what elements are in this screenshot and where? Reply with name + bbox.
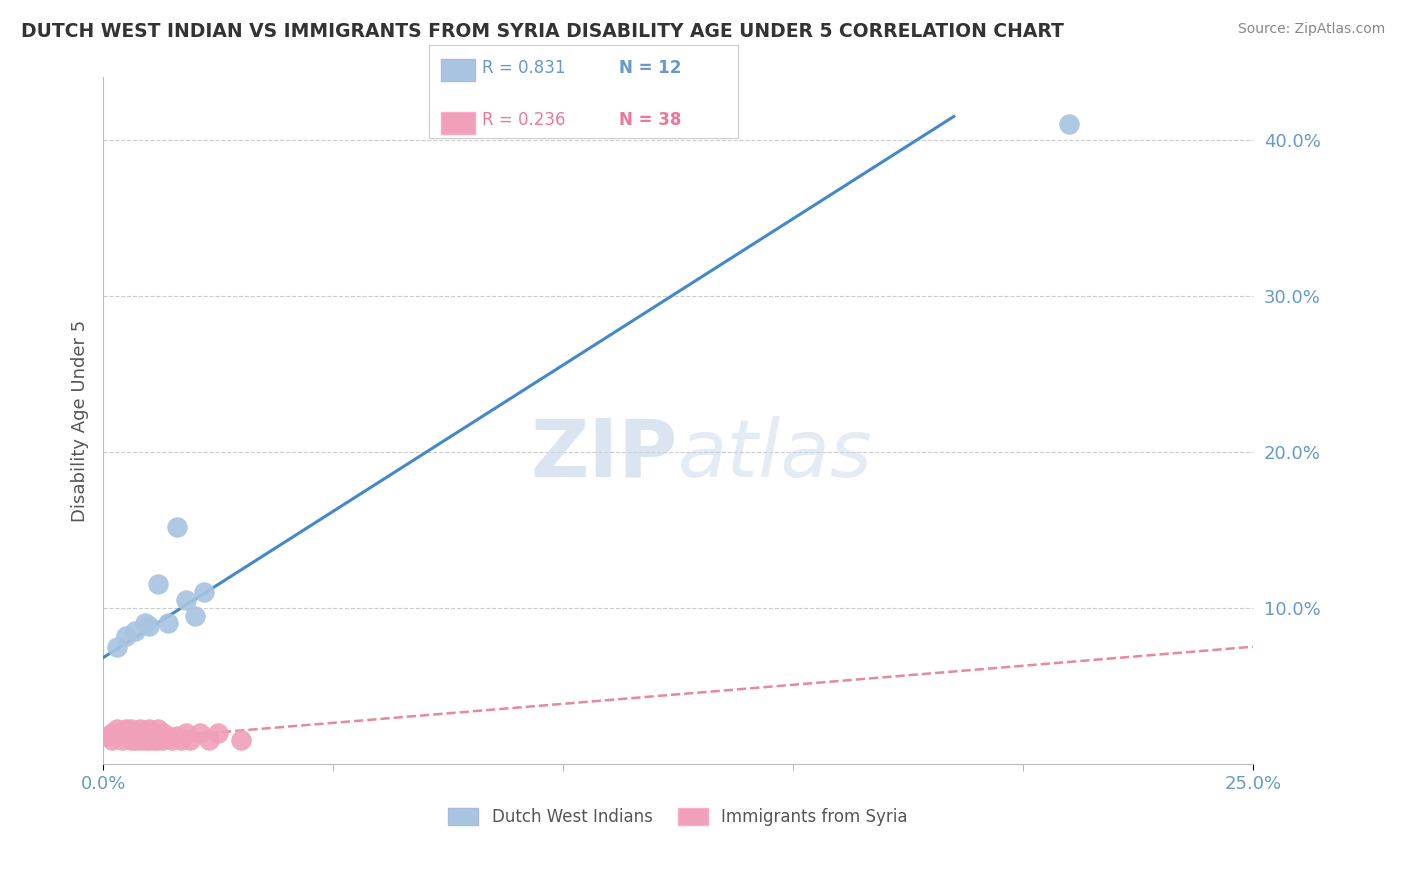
Point [198, 733, 221, 747]
Point [184, 608, 207, 623]
Point [110, 725, 132, 739]
Point [142, 725, 165, 739]
Text: R = 0.236: R = 0.236 [482, 112, 565, 129]
Point [115, 729, 138, 743]
Point [142, 733, 165, 747]
Point [101, 725, 124, 739]
Point [152, 725, 174, 739]
Point [138, 729, 160, 743]
Point [170, 733, 193, 747]
Point [120, 729, 142, 743]
Point [105, 723, 128, 737]
Point [101, 733, 124, 747]
Point [129, 733, 152, 747]
Point [207, 725, 229, 739]
Point [166, 519, 188, 533]
Text: atlas: atlas [678, 416, 873, 494]
Point [115, 723, 138, 737]
Point [129, 723, 152, 737]
Text: Source: ZipAtlas.com: Source: ZipAtlas.com [1237, 22, 1385, 37]
Text: ZIP: ZIP [530, 416, 678, 494]
Point [124, 725, 146, 739]
Point [138, 619, 160, 633]
Point [156, 729, 179, 743]
Y-axis label: Disability Age Under 5: Disability Age Under 5 [72, 319, 89, 522]
Point [134, 616, 156, 631]
Point [193, 585, 215, 599]
Legend: Dutch West Indians, Immigrants from Syria: Dutch West Indians, Immigrants from Syri… [441, 801, 914, 832]
Point [110, 733, 132, 747]
Point [1057, 117, 1080, 131]
Point [115, 629, 138, 643]
Point [160, 733, 183, 747]
Point [120, 723, 142, 737]
Point [229, 733, 252, 747]
Point [179, 733, 201, 747]
Point [129, 729, 152, 743]
Point [124, 733, 146, 747]
Point [105, 729, 128, 743]
Point [105, 640, 128, 654]
Point [188, 725, 211, 739]
Point [174, 593, 197, 607]
Text: DUTCH WEST INDIAN VS IMMIGRANTS FROM SYRIA DISABILITY AGE UNDER 5 CORRELATION CH: DUTCH WEST INDIAN VS IMMIGRANTS FROM SYR… [21, 22, 1064, 41]
Point [174, 725, 197, 739]
Point [152, 733, 174, 747]
Point [134, 725, 156, 739]
Point [97, 729, 120, 743]
Point [138, 733, 160, 747]
Text: N = 38: N = 38 [619, 112, 681, 129]
Point [148, 577, 170, 591]
Point [134, 733, 156, 747]
Point [120, 733, 142, 747]
Text: N = 12: N = 12 [619, 59, 681, 77]
Point [148, 733, 170, 747]
Text: R = 0.831: R = 0.831 [482, 59, 565, 77]
Point [148, 723, 170, 737]
Point [138, 723, 160, 737]
Point [124, 624, 146, 639]
Point [166, 729, 188, 743]
Point [156, 616, 179, 631]
